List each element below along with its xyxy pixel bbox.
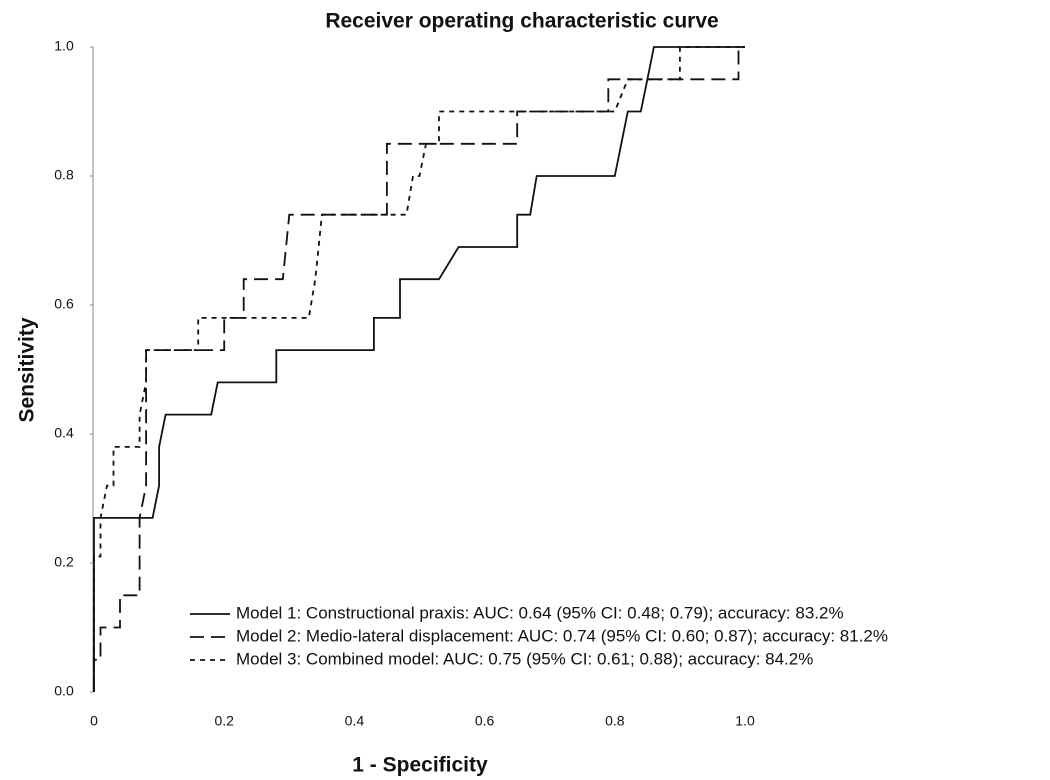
y-tick-label: 0.6 — [54, 296, 74, 312]
legend-text: Model 3: Combined model: AUC: 0.75 (95% … — [236, 649, 813, 668]
y-tick-label: 0.8 — [54, 167, 74, 183]
x-tick-label: 1.0 — [735, 713, 755, 729]
y-tick-label: 0.4 — [54, 425, 74, 441]
legend-text: Model 1: Constructional praxis: AUC: 0.6… — [236, 603, 844, 622]
x-tick-label: 0.2 — [214, 713, 234, 729]
x-tick-label: 0 — [90, 713, 98, 729]
x-tick-label: 0.8 — [605, 713, 625, 729]
y-tick-label: 1.0 — [54, 38, 74, 54]
roc-curve — [93, 46, 745, 692]
x-axis-label: 1 - Specificity — [352, 754, 488, 777]
x-tick-label: 0.4 — [345, 713, 365, 729]
y-axis-label: Sensitivity — [16, 317, 39, 422]
roc-curve — [93, 46, 745, 692]
legend-text: Model 2: Medio-lateral displacement: AUC… — [236, 626, 888, 645]
chart-title: Receiver operating characteristic curve — [325, 10, 718, 33]
roc-curve — [93, 46, 745, 692]
x-tick-label: 0.6 — [475, 713, 495, 729]
y-tick-label: 0.2 — [54, 554, 74, 570]
y-tick-label: 0.0 — [54, 683, 74, 699]
